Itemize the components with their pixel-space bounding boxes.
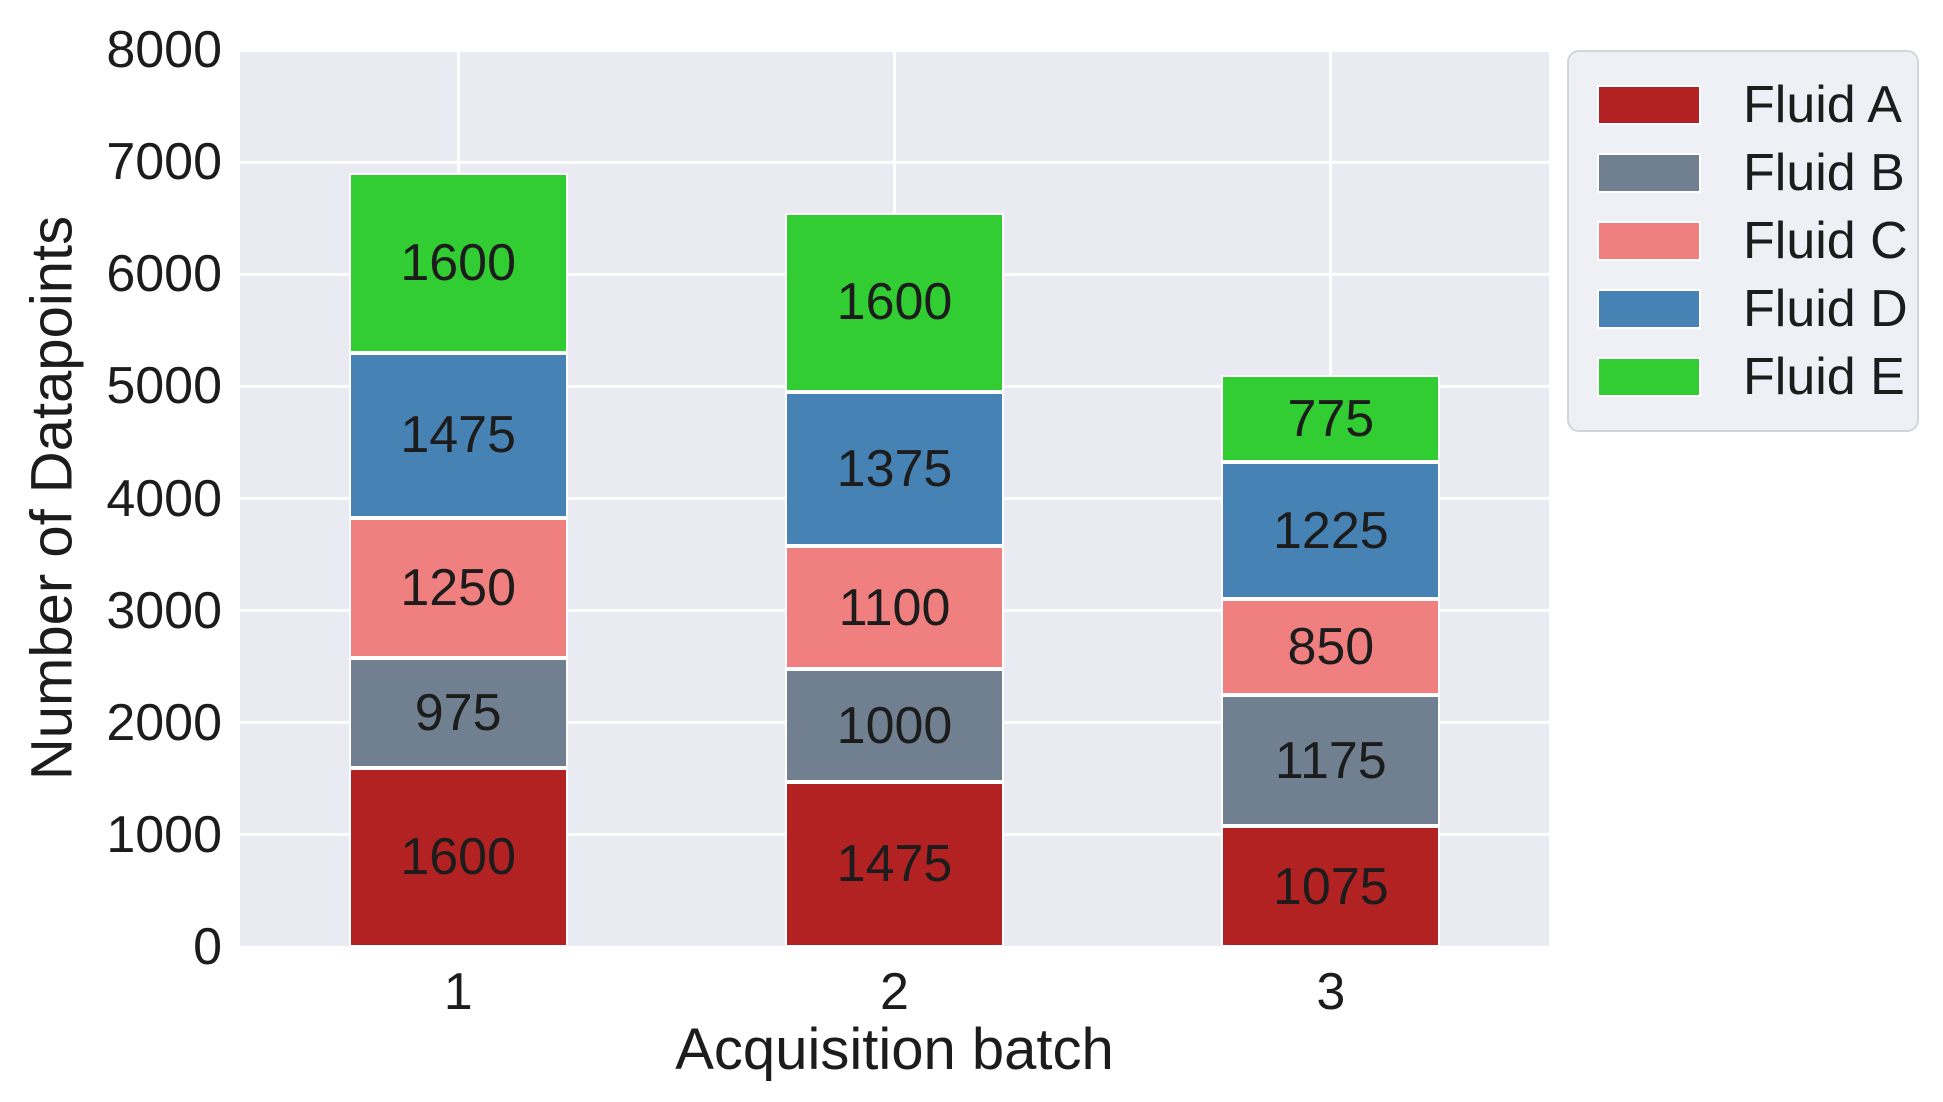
bar-segment: 1000: [785, 669, 1004, 782]
plot-area: 1600 975 1250 1475 1600 1475 1000 1100 1375 1600 1…: [240, 48, 1549, 949]
bar-value-label: 1375: [836, 440, 953, 499]
legend-swatch: [1597, 289, 1701, 329]
x-axis-label: Acquisition batch: [675, 1017, 1114, 1082]
legend-swatch: [1597, 221, 1701, 261]
bar-segment: 1100: [785, 546, 1004, 670]
legend: Fluid A Fluid B Fluid C Fluid D Fluid E: [1567, 50, 1919, 432]
x-tick-label: 2: [880, 963, 909, 1021]
legend-swatch: [1597, 153, 1701, 193]
bar-segment: 1250: [348, 518, 568, 659]
bar-value-label: 775: [1287, 389, 1375, 448]
bar-segment: 850: [1221, 599, 1441, 695]
legend-item: Fluid B: [1597, 144, 1905, 202]
bar-segment: 1600: [348, 767, 568, 947]
h-gridline: [240, 160, 1549, 164]
legend-label: Fluid D: [1743, 280, 1908, 338]
bar-value-label: 1175: [1274, 731, 1387, 790]
y-tick-label: 7000: [106, 133, 222, 192]
bar-value-label: 1475: [836, 835, 953, 894]
bar-segment: 1075: [1221, 826, 1441, 947]
y-tick-label: 6000: [106, 245, 222, 304]
bar-value-label: 1100: [838, 578, 951, 637]
legend-swatch: [1597, 85, 1701, 125]
bar-segment: 775: [1221, 375, 1441, 463]
legend-label: Fluid E: [1743, 348, 1905, 406]
legend-item: Fluid D: [1597, 280, 1908, 338]
bar-value-label: 1600: [836, 273, 953, 332]
bar-value-label: 1225: [1272, 501, 1389, 560]
y-tick-label: 8000: [106, 21, 222, 79]
bar-segment: 1600: [348, 173, 568, 353]
legend-item: Fluid A: [1597, 76, 1902, 134]
legend-label: Fluid C: [1743, 212, 1908, 270]
bar-segment: 975: [348, 658, 568, 768]
legend-item: Fluid C: [1597, 212, 1908, 270]
legend-swatch: [1597, 357, 1701, 397]
y-tick-label: 2000: [106, 693, 222, 752]
bar-value-label: 1250: [400, 559, 516, 618]
x-tick-label: 1: [443, 963, 473, 1021]
bar-segment: 1475: [348, 352, 568, 519]
bar-segment: 1225: [1221, 462, 1441, 600]
bar-value-label: 1000: [836, 696, 953, 755]
bar-value-label: 975: [414, 683, 502, 742]
legend-label: Fluid B: [1743, 144, 1905, 202]
bar-value-label: 1600: [400, 234, 516, 293]
x-tick-label: 3: [1316, 963, 1346, 1021]
bar-segment: 1600: [785, 212, 1004, 392]
y-tick-label: 5000: [106, 357, 222, 416]
h-gridline: [240, 48, 1549, 52]
bar-value-label: 1475: [400, 406, 516, 465]
bar-value-label: 1600: [400, 828, 516, 887]
bar-segment: 1175: [1221, 694, 1441, 827]
y-tick-label: 3000: [106, 581, 222, 640]
y-tick-label: 0: [193, 918, 222, 976]
legend-label: Fluid A: [1743, 76, 1902, 134]
y-tick-label: 4000: [106, 469, 222, 528]
bar-segment: 1475: [785, 781, 1004, 947]
bar-segment: 1375: [785, 391, 1004, 547]
legend-item: Fluid E: [1597, 348, 1905, 406]
y-tick-label: 1000: [106, 805, 222, 864]
bar-value-label: 1075: [1272, 857, 1389, 916]
bar-value-label: 850: [1287, 618, 1375, 677]
h-gridline: [240, 945, 1549, 949]
